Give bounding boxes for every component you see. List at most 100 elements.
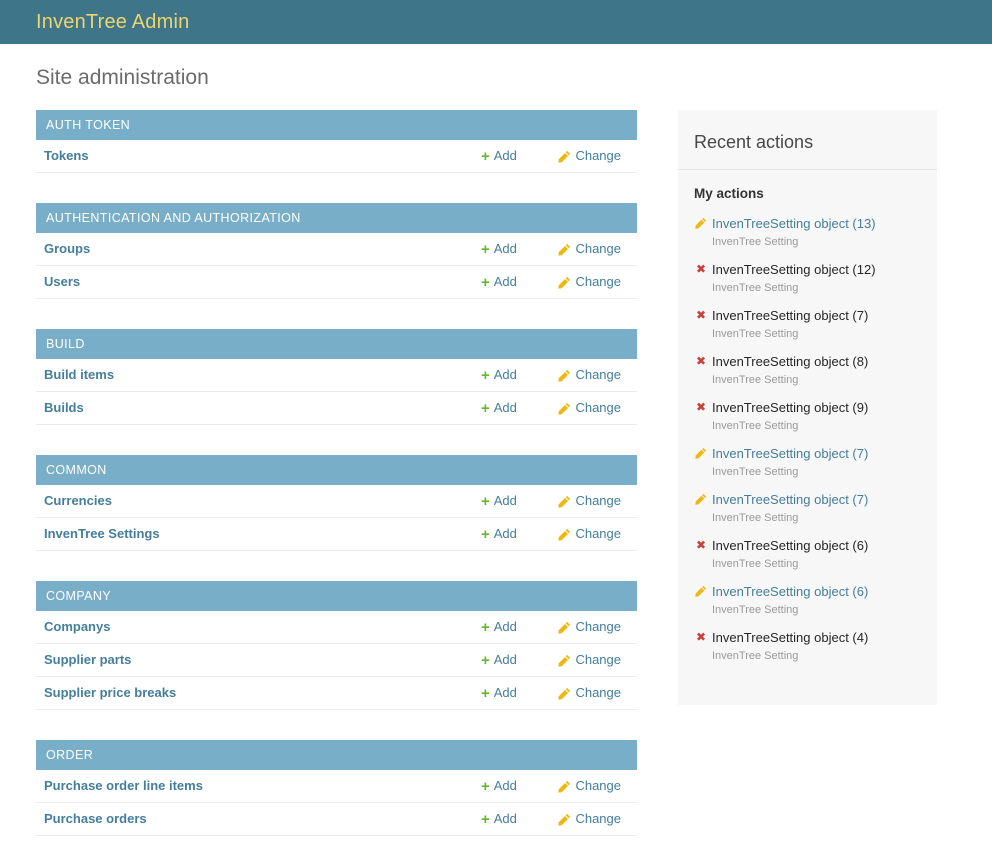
change-link[interactable]: Change — [543, 367, 621, 383]
plus-icon: + — [481, 147, 490, 165]
model-row: Supplier parts + Add Change — [36, 644, 637, 677]
recent-action-link[interactable]: InvenTreeSetting object (6) — [712, 538, 869, 553]
model-link[interactable]: InvenTree Settings — [44, 526, 160, 541]
pencil-icon — [558, 687, 571, 700]
model-link[interactable]: Purchase orders — [44, 811, 147, 826]
pencil-icon — [558, 780, 571, 793]
add-link[interactable]: + Add — [481, 525, 517, 543]
add-link[interactable]: + Add — [481, 399, 517, 417]
module-caption-link[interactable]: COMPANY — [36, 581, 637, 611]
model-link[interactable]: Currencies — [44, 493, 112, 508]
pencil-icon — [558, 528, 571, 541]
recent-action-link[interactable]: InvenTreeSetting object (7) — [712, 308, 869, 323]
add-link[interactable]: + Add — [481, 618, 517, 636]
add-link[interactable]: + Add — [481, 492, 517, 510]
recent-action-link[interactable]: InvenTreeSetting object (8) — [712, 354, 869, 369]
model-link[interactable]: Build items — [44, 367, 115, 382]
recent-actions-panel: Recent actions My actions InvenTreeSetti… — [678, 110, 937, 705]
recent-action-item: InvenTreeSetting object (7) InvenTree Se… — [694, 445, 921, 478]
delete-x-icon: ✖ — [695, 262, 707, 276]
add-link[interactable]: + Add — [481, 810, 517, 828]
module-rows: Currencies + Add Change InvenTree Settin… — [36, 485, 637, 551]
change-link[interactable]: Change — [543, 685, 621, 701]
recent-action-type: InvenTree Setting — [712, 328, 799, 340]
model-link[interactable]: Users — [44, 274, 81, 289]
recent-action-link[interactable]: InvenTreeSetting object (6) — [712, 584, 869, 599]
change-link[interactable]: Change — [543, 493, 621, 509]
plus-icon: + — [481, 492, 490, 510]
model-link[interactable]: Tokens — [44, 148, 89, 163]
model-row: Tokens + Add Change — [36, 140, 637, 173]
add-link[interactable]: + Add — [481, 366, 517, 384]
add-link[interactable]: + Add — [481, 147, 517, 165]
module-rows: Tokens + Add Change — [36, 140, 637, 173]
change-link[interactable]: Change — [543, 778, 621, 794]
model-link[interactable]: Groups — [44, 241, 91, 256]
module-caption-link[interactable]: AUTHENTICATION AND AUTHORIZATION — [36, 203, 637, 233]
recent-action-link[interactable]: InvenTreeSetting object (4) — [712, 630, 869, 645]
page-title: Site administration — [36, 66, 209, 89]
recent-action-link[interactable]: InvenTreeSetting object (7) — [712, 446, 869, 461]
recent-action-type: InvenTree Setting — [712, 236, 799, 248]
model-row: Supplier price breaks + Add Change — [36, 677, 637, 710]
recent-action-link[interactable]: InvenTreeSetting object (12) — [712, 262, 876, 277]
model-link[interactable]: Builds — [44, 400, 84, 415]
change-link[interactable]: Change — [543, 652, 621, 668]
recent-action-link[interactable]: InvenTreeSetting object (9) — [712, 400, 869, 415]
pencil-icon — [558, 369, 571, 382]
change-link[interactable]: Change — [543, 400, 621, 416]
module-caption-link[interactable]: COMMON — [36, 455, 637, 485]
recent-action-item: ✖ InvenTreeSetting object (4) InvenTree … — [694, 629, 921, 662]
recent-action-type: InvenTree Setting — [712, 282, 799, 294]
delete-x-icon: ✖ — [695, 400, 707, 414]
recent-action-item: ✖ InvenTreeSetting object (6) InvenTree … — [694, 537, 921, 570]
change-link[interactable]: Change — [543, 811, 621, 827]
model-link[interactable]: Purchase order line items — [44, 778, 203, 793]
recent-action-item: InvenTreeSetting object (6) InvenTree Se… — [694, 583, 921, 616]
change-link[interactable]: Change — [543, 241, 621, 257]
recent-action-link[interactable]: InvenTreeSetting object (13) — [712, 216, 876, 231]
module-caption-link[interactable]: BUILD — [36, 329, 637, 359]
module-caption-link[interactable]: AUTH TOKEN — [36, 110, 637, 140]
add-link[interactable]: + Add — [481, 273, 517, 291]
model-row: Build items + Add Change — [36, 359, 637, 392]
model-row: Purchase order line items + Add Change — [36, 770, 637, 803]
change-link[interactable]: Change — [543, 619, 621, 635]
app-module: ORDER Purchase order line items + Add Ch… — [36, 740, 637, 836]
recent-action-type: InvenTree Setting — [712, 604, 799, 616]
pencil-icon — [558, 813, 571, 826]
delete-x-icon: ✖ — [695, 538, 707, 552]
change-link[interactable]: Change — [543, 148, 621, 164]
model-link[interactable]: Companys — [44, 619, 111, 634]
model-link[interactable]: Supplier price breaks — [44, 685, 177, 700]
plus-icon: + — [481, 399, 490, 417]
pencil-icon — [558, 276, 571, 289]
app-module: AUTHENTICATION AND AUTHORIZATION Groups … — [36, 203, 637, 299]
app-header: InvenTree Admin — [0, 0, 992, 44]
recent-action-item: InvenTreeSetting object (7) InvenTree Se… — [694, 491, 921, 524]
app-module: COMPANY Companys + Add Change Supplier p… — [36, 581, 637, 710]
pencil-icon — [558, 495, 571, 508]
add-link[interactable]: + Add — [481, 240, 517, 258]
app-module: COMMON Currencies + Add Change InvenTree… — [36, 455, 637, 551]
change-link[interactable]: Change — [543, 526, 621, 542]
plus-icon: + — [481, 618, 490, 636]
pencil-icon — [694, 216, 708, 230]
pencil-icon — [558, 654, 571, 667]
recent-action-link[interactable]: InvenTreeSetting object (7) — [712, 492, 869, 507]
module-rows: Groups + Add Change Users + Add — [36, 233, 637, 299]
model-link[interactable]: Supplier parts — [44, 652, 132, 667]
recent-action-type: InvenTree Setting — [712, 466, 799, 478]
add-link[interactable]: + Add — [481, 777, 517, 795]
model-row: Currencies + Add Change — [36, 485, 637, 518]
add-link[interactable]: + Add — [481, 684, 517, 702]
change-link[interactable]: Change — [543, 274, 621, 290]
module-caption-link[interactable]: ORDER — [36, 740, 637, 770]
site-title-link[interactable]: InvenTree Admin — [36, 10, 190, 33]
plus-icon: + — [481, 777, 490, 795]
plus-icon: + — [481, 651, 490, 669]
app-list: AUTH TOKEN Tokens + Add Change AUTHENTIC… — [36, 110, 637, 866]
add-link[interactable]: + Add — [481, 651, 517, 669]
recent-action-type: InvenTree Setting — [712, 558, 799, 570]
recent-action-item: ✖ InvenTreeSetting object (9) InvenTree … — [694, 399, 921, 432]
